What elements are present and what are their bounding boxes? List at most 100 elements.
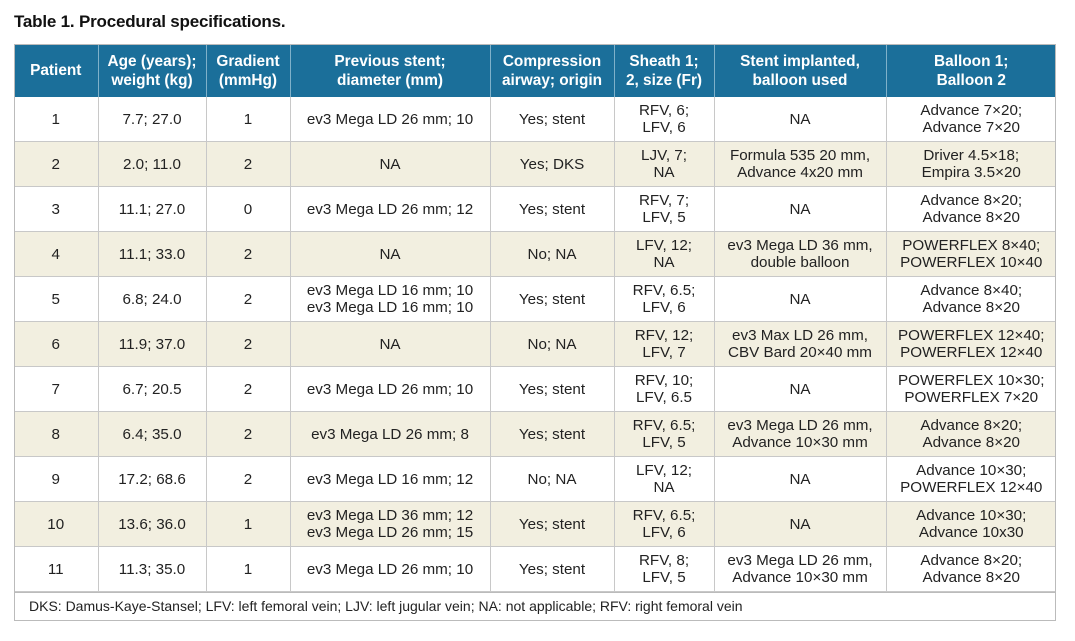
cell-line: ev3 Max LD 26 mm, [732, 327, 868, 344]
cell-compression-airway: Yes; stent [490, 186, 615, 232]
cell-line: NA [379, 245, 401, 263]
cell-stent-implanted: Formula 535 20 mm, Advance 4x20 mm [714, 141, 887, 187]
cell-sheath-size: RFV, 6.5; LFV, 6 [614, 501, 715, 547]
table-body: 1 7.7; 27.0 1 ev3 Mega LD 26 mm; 10 Yes; ste… [14, 97, 1056, 592]
cell-compression-airway: Yes; stent [490, 366, 615, 412]
cell-line: Empira 3.5×20 [921, 164, 1021, 181]
cell-line: LFV, 6 [642, 299, 686, 316]
cell-patient: 5 [14, 276, 99, 322]
column-header-age-weight: Age (years); weight (kg) [98, 44, 207, 97]
cell-line: POWERFLEX 8×40; [902, 237, 1041, 254]
cell-stent-implanted: ev3 Mega LD 26 mm, Advance 10×30 mm [714, 546, 887, 592]
cell-line: LJV, 7; [641, 147, 687, 164]
cell-line: Yes; stent [518, 425, 586, 443]
cell-compression-airway: No; NA [490, 456, 615, 502]
cell-patient: 2 [14, 141, 99, 187]
cell-gradient: 2 [206, 141, 291, 187]
cell-patient: 11 [14, 546, 99, 592]
cell-sheath-size: RFV, 6.5; LFV, 6 [614, 276, 715, 322]
cell-gradient: 2 [206, 321, 291, 367]
header-line: (mmHg) [218, 71, 278, 89]
header-line: Patient [30, 62, 82, 79]
cell-line: Advance 8×20; [920, 417, 1023, 434]
cell-line: POWERFLEX 12×40 [900, 479, 1043, 496]
cell-age-weight: 13.6; 36.0 [98, 501, 207, 547]
cell-balloons: POWERFLEX 8×40; POWERFLEX 10×40 [886, 231, 1056, 277]
cell-patient: 4 [14, 231, 99, 277]
cell-line: 11.3; 35.0 [118, 560, 186, 578]
cell-age-weight: 6.7; 20.5 [98, 366, 207, 412]
cell-line: Yes; stent [518, 560, 586, 578]
header-line: balloon used [752, 71, 848, 89]
cell-line: Advance 4x20 mm [737, 164, 863, 181]
header-row: Patient Age (years); weight (kg) Gradient (m… [14, 44, 1056, 97]
table-row: 2 2.0; 11.0 2 NA Yes; DKS LJV, 7; NA Formula 53… [14, 141, 1056, 187]
cell-line: 2 [243, 380, 253, 398]
cell-line: Advance 7×20; [920, 102, 1023, 119]
cell-line: double balloon [750, 254, 850, 271]
cell-line: LFV, 6 [642, 524, 686, 541]
cell-line: Advance 8×20 [922, 569, 1021, 586]
cell-line: ev3 Mega LD 26 mm; 10 [306, 380, 474, 398]
cell-line: RFV, 8; [638, 552, 690, 569]
header-line: Sheath 1; [629, 52, 699, 70]
column-header-compression-airway: Compression airway; origin [490, 44, 615, 97]
cell-line: Yes; stent [518, 110, 586, 128]
cell-line: 17.2; 68.6 [118, 470, 186, 488]
cell-line: 6.7; 20.5 [122, 380, 182, 398]
cell-line: LFV, 12; [635, 462, 692, 479]
cell-age-weight: 6.8; 24.0 [98, 276, 207, 322]
cell-age-weight: 11.9; 37.0 [98, 321, 207, 367]
table-footnote: DKS: Damus-Kaye-Stansel; LFV: left femor… [14, 593, 1056, 621]
header-line: Age (years); [107, 52, 197, 70]
cell-line: 2 [243, 425, 253, 443]
cell-balloons: POWERFLEX 12×40; POWERFLEX 12×40 [886, 321, 1056, 367]
table-row: 10 13.6; 36.0 1 ev3 Mega LD 36 mm; 12 ev3 Me… [14, 501, 1056, 547]
cell-line: 1 [243, 560, 253, 578]
cell-line: NA [653, 164, 675, 181]
cell-line: ev3 Mega LD 16 mm; 10 [306, 282, 474, 299]
table-row: 6 11.9; 37.0 2 NA No; NA RFV, 12; LFV, 7 ev3 Ma… [14, 321, 1056, 367]
cell-patient: 7 [14, 366, 99, 412]
cell-stent-implanted: NA [714, 366, 887, 412]
cell-stent-implanted: NA [714, 276, 887, 322]
cell-age-weight: 7.7; 27.0 [98, 97, 207, 142]
cell-compression-airway: Yes; stent [490, 276, 615, 322]
cell-line: RFV, 10; [634, 372, 694, 389]
cell-balloons: Advance 10×30; Advance 10x30 [886, 501, 1056, 547]
cell-sheath-size: LJV, 7; NA [614, 141, 715, 187]
cell-line: 11 [47, 560, 64, 578]
cell-line: Advance 10×30 mm [732, 569, 868, 586]
cell-line: POWERFLEX 12×40 [900, 344, 1043, 361]
cell-age-weight: 2.0; 11.0 [98, 141, 207, 187]
cell-compression-airway: No; NA [490, 231, 615, 277]
table-row: 3 11.1; 27.0 0 ev3 Mega LD 26 mm; 12 Yes; st… [14, 186, 1056, 232]
cell-stent-implanted: NA [714, 501, 887, 547]
cell-patient: 8 [14, 411, 99, 457]
cell-compression-airway: Yes; stent [490, 411, 615, 457]
cell-line: LFV, 5 [642, 569, 686, 586]
header-line: diameter (mm) [336, 71, 444, 89]
cell-line: Advance 10x30 [918, 524, 1024, 541]
header-line: 2, size (Fr) [625, 71, 703, 89]
cell-sheath-size: LFV, 12; NA [614, 456, 715, 502]
cell-line: LFV, 5 [642, 209, 686, 226]
cell-line: RFV, 6; [638, 102, 690, 119]
table-row: 7 6.7; 20.5 2 ev3 Mega LD 26 mm; 10 Yes; ste… [14, 366, 1056, 412]
cell-line: Advance 8×20; [920, 552, 1023, 569]
cell-previous-stent: NA [290, 141, 491, 187]
cell-compression-airway: Yes; DKS [490, 141, 615, 187]
table-row: 5 6.8; 24.0 2 ev3 Mega LD 16 mm; 10 ev3 Mega… [14, 276, 1056, 322]
cell-line: RFV, 6.5; [632, 282, 696, 299]
cell-line: No; NA [527, 245, 577, 263]
cell-line: POWERFLEX 12×40; [898, 327, 1045, 344]
cell-line: RFV, 7; [638, 192, 690, 209]
cell-line: ev3 Mega LD 36 mm; 12 [306, 507, 474, 524]
cell-previous-stent: ev3 Mega LD 36 mm; 12 ev3 Mega LD 26 mm; … [290, 501, 491, 547]
cell-stent-implanted: ev3 Max LD 26 mm, CBV Bard 20×40 mm [714, 321, 887, 367]
cell-sheath-size: RFV, 10; LFV, 6.5 [614, 366, 715, 412]
cell-gradient: 1 [206, 546, 291, 592]
header-line: airway; origin [501, 71, 603, 89]
cell-stent-implanted: ev3 Mega LD 36 mm, double balloon [714, 231, 887, 277]
header-line: Compression [502, 52, 602, 70]
